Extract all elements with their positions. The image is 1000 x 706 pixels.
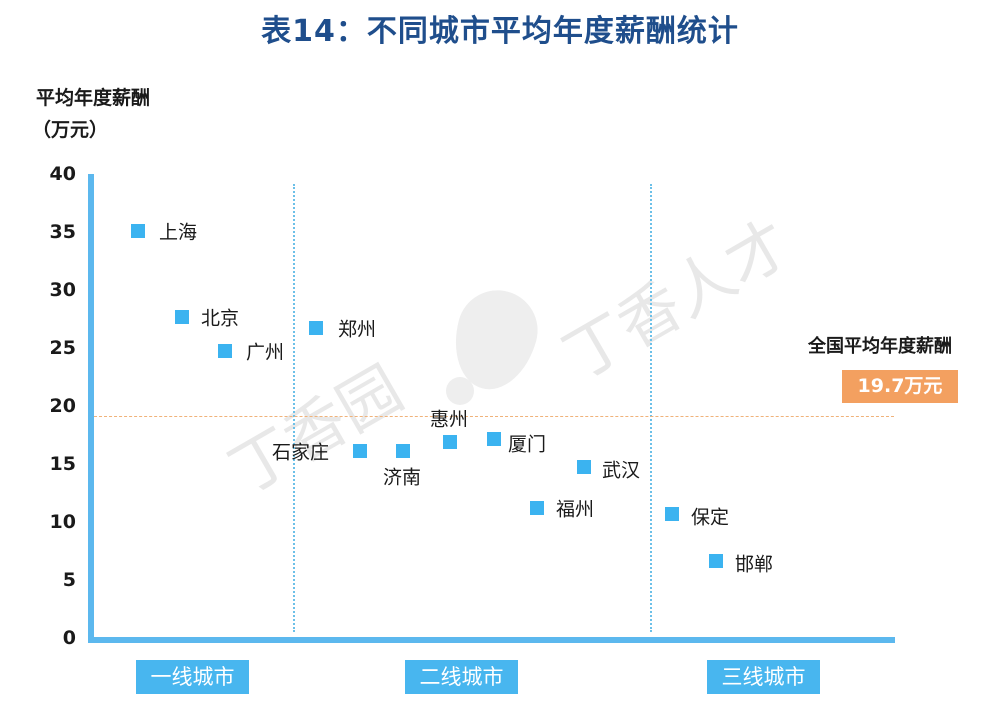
category-tier-3: 三线城市 [707, 660, 820, 694]
point-label: 上海 [159, 221, 198, 244]
point-label: 保定 [691, 506, 730, 529]
data-point-baoding [665, 507, 679, 521]
y-tick: 10 [49, 511, 76, 533]
watermark-dot-icon [446, 377, 474, 405]
national-average-label: 全国平均年度薪酬 [808, 336, 952, 357]
y-tick: 20 [49, 395, 76, 417]
data-point-shanghai [131, 224, 145, 238]
data-point-fuzhou [530, 501, 544, 515]
point-label: 石家庄 [272, 441, 330, 464]
data-point-shijiazhuang [353, 444, 367, 458]
point-label: 厦门 [508, 433, 547, 456]
x-axis-line [88, 637, 895, 643]
y-axis-line [88, 174, 94, 643]
data-point-zhengzhou [309, 321, 323, 335]
point-label: 济南 [383, 466, 422, 489]
chart-title: 表14：不同城市平均年度薪酬统计 [261, 14, 739, 49]
data-point-wuhan [577, 460, 591, 474]
y-tick: 15 [49, 453, 76, 475]
point-label: 北京 [201, 307, 240, 330]
point-label: 邯郸 [735, 553, 774, 576]
category-tier-2: 二线城市 [405, 660, 518, 694]
y-tick: 30 [49, 279, 76, 301]
data-point-guangzhou [218, 344, 232, 358]
y-tick: 40 [49, 163, 76, 185]
point-label: 惠州 [430, 408, 469, 431]
point-label: 郑州 [338, 318, 377, 341]
data-point-huizhou [443, 435, 457, 449]
y-tick: 25 [49, 337, 76, 359]
y-axis-title: 平均年度薪酬 [36, 87, 151, 109]
tier-divider-2 [650, 184, 652, 632]
national-average-badge: 19.7万元 [842, 370, 958, 403]
y-tick: 5 [62, 569, 76, 591]
data-point-beijing [175, 310, 189, 324]
point-label: 广州 [246, 341, 285, 364]
point-label: 武汉 [602, 459, 641, 482]
y-tick: 35 [49, 221, 76, 243]
national-average-line [94, 416, 894, 417]
tier-divider-1 [293, 184, 295, 632]
data-point-jinan [396, 444, 410, 458]
y-axis-label: 平均年度薪酬 （万元） [32, 82, 151, 146]
data-point-handan [709, 554, 723, 568]
data-point-xiamen [487, 432, 501, 446]
y-tick: 0 [62, 627, 76, 649]
point-label: 福州 [556, 498, 595, 521]
y-axis-unit: （万元） [32, 119, 109, 141]
watermark-right: 丁香人才 [551, 206, 803, 394]
category-tier-1: 一线城市 [136, 660, 249, 694]
